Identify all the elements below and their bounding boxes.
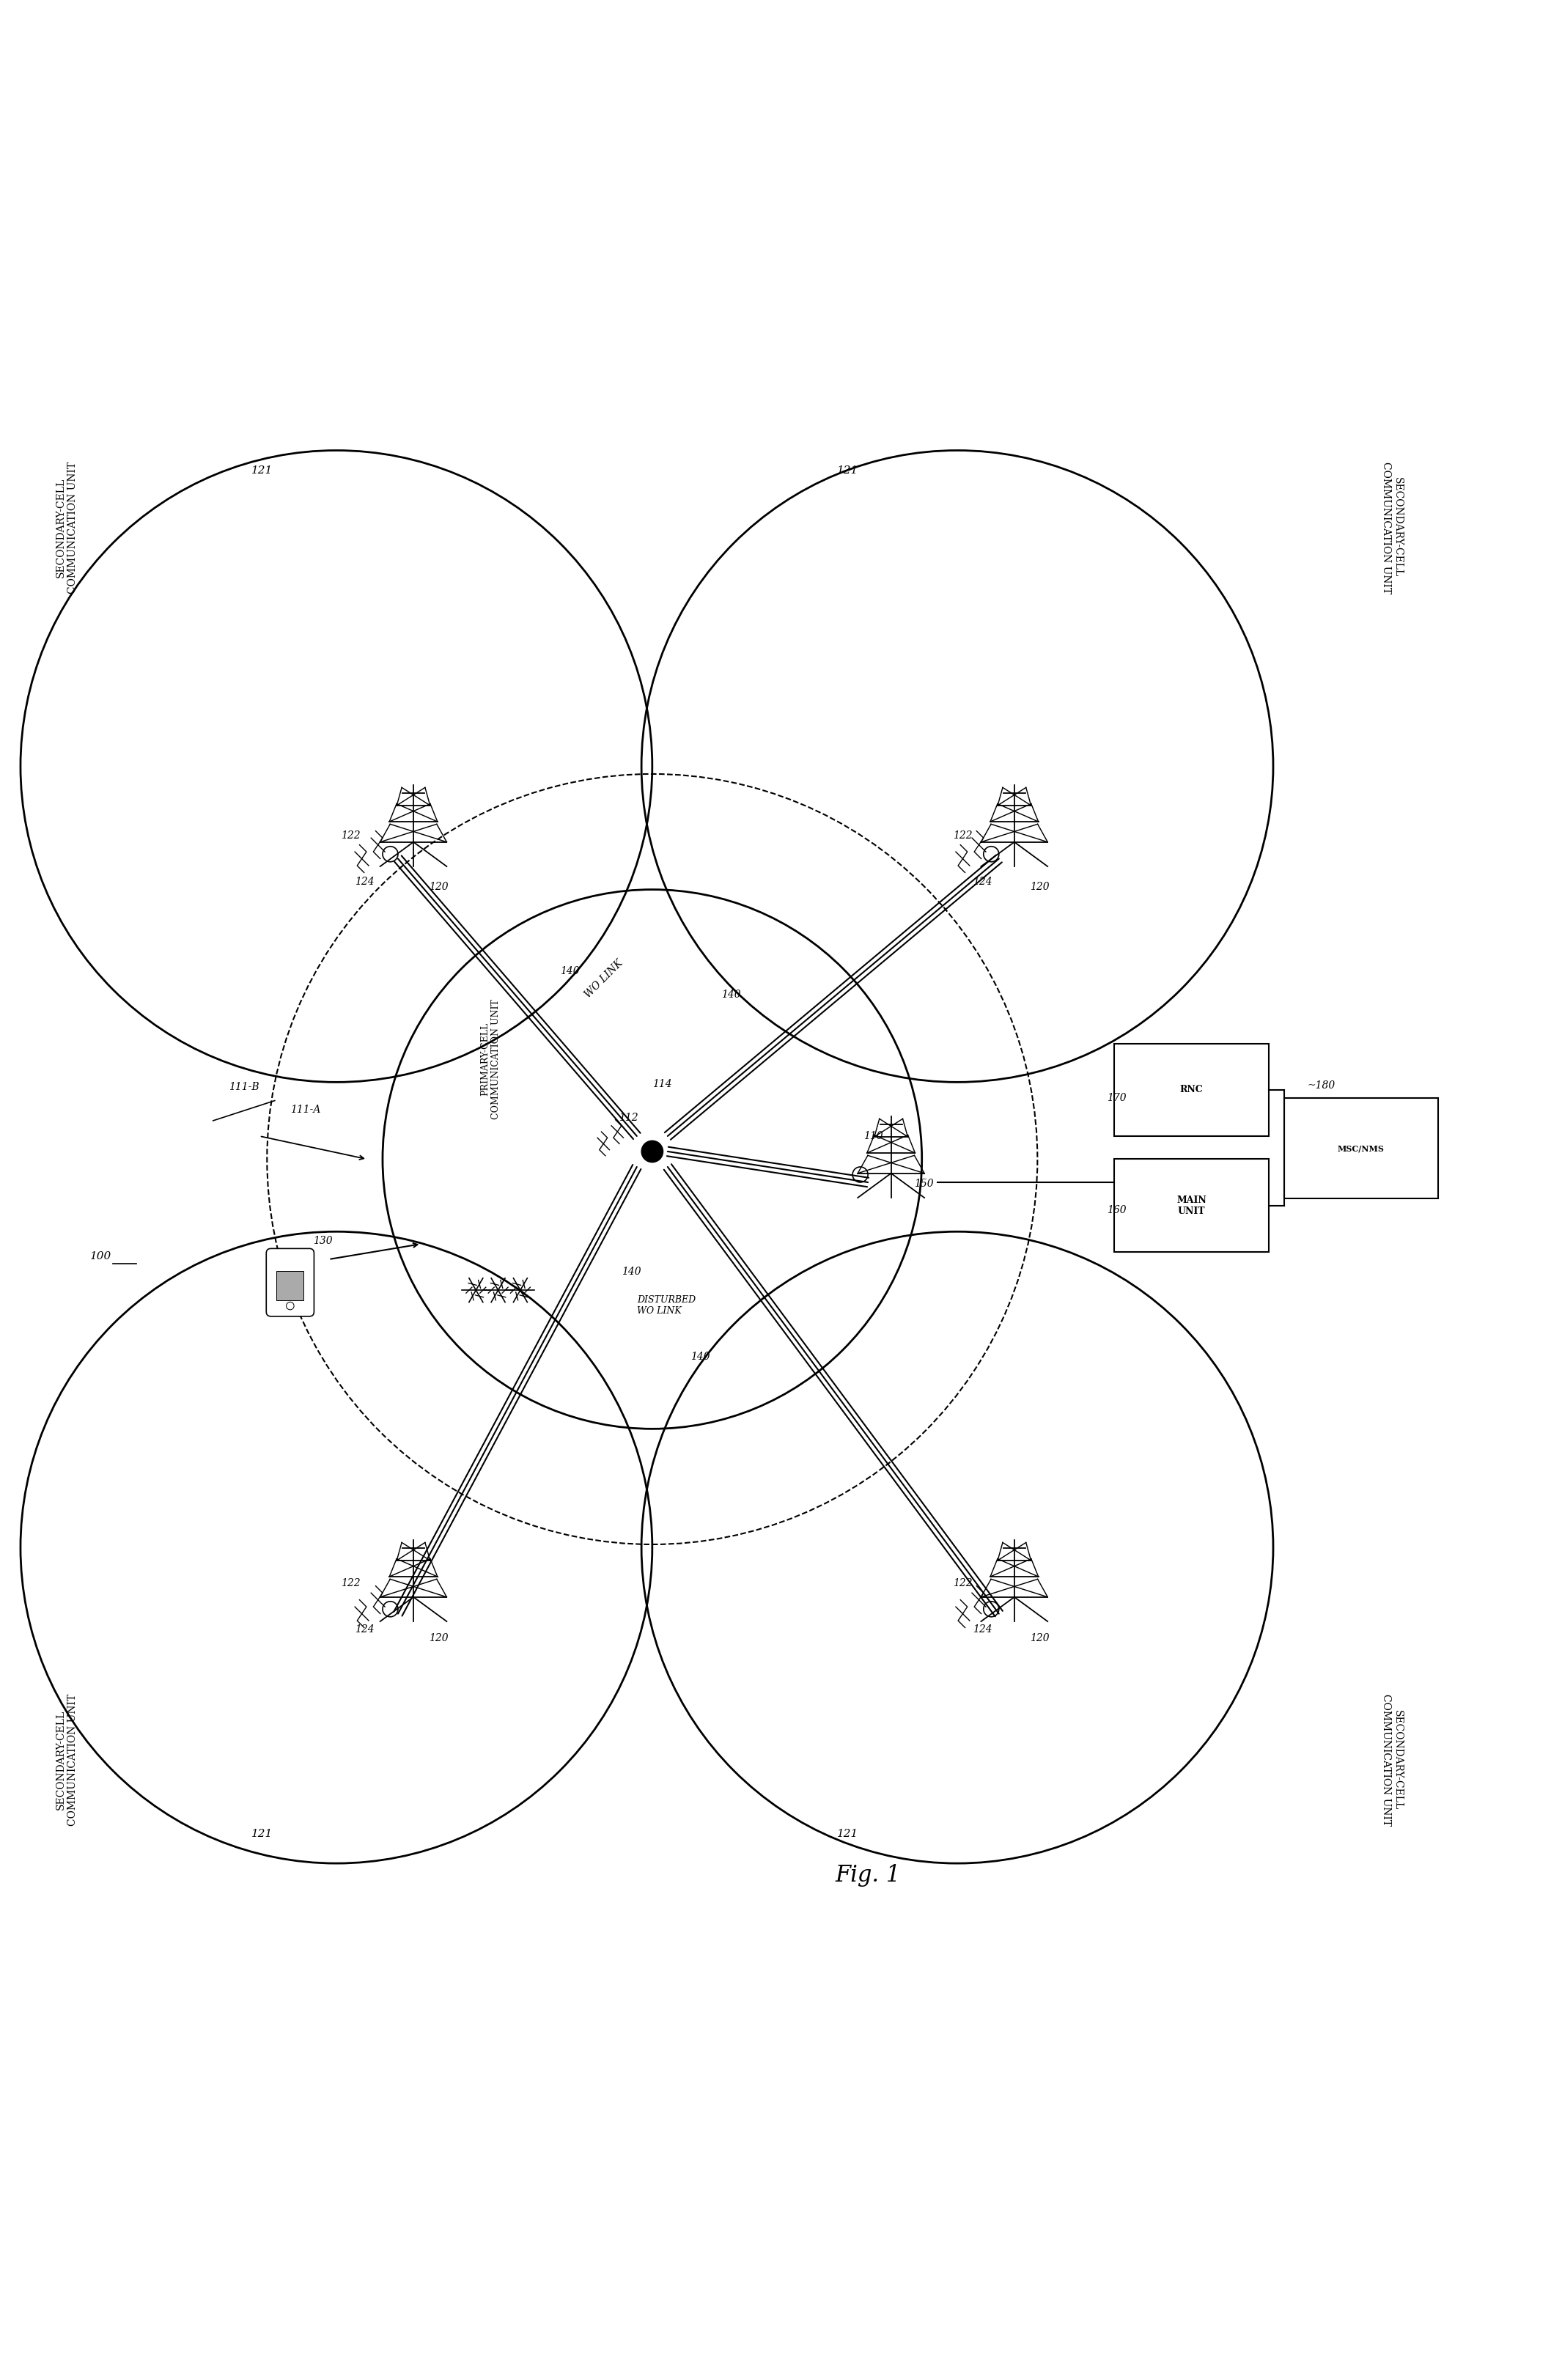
Text: 140: 140 bbox=[622, 1266, 641, 1278]
Text: 111-B: 111-B bbox=[228, 1083, 259, 1092]
Text: 160: 160 bbox=[1107, 1204, 1126, 1216]
Text: 112: 112 bbox=[619, 1111, 637, 1123]
FancyBboxPatch shape bbox=[1115, 1042, 1269, 1135]
Text: 122: 122 bbox=[952, 1578, 972, 1587]
FancyBboxPatch shape bbox=[1115, 1159, 1269, 1252]
Text: WO LINK: WO LINK bbox=[583, 957, 625, 1000]
Text: 110: 110 bbox=[864, 1130, 883, 1142]
Text: 150: 150 bbox=[914, 1178, 934, 1190]
Text: SECONDARY-CELL
COMMUNICATION UNIT: SECONDARY-CELL COMMUNICATION UNIT bbox=[1380, 1695, 1404, 1825]
Text: 120: 120 bbox=[1030, 881, 1048, 892]
Text: 121: 121 bbox=[838, 466, 859, 476]
Text: 130: 130 bbox=[313, 1235, 333, 1247]
Text: ~180: ~180 bbox=[1307, 1081, 1335, 1090]
Text: 140: 140 bbox=[690, 1352, 710, 1361]
Text: 122: 122 bbox=[341, 831, 360, 840]
Text: 121: 121 bbox=[251, 1830, 273, 1840]
Text: 140: 140 bbox=[721, 990, 741, 1000]
Text: 111-A: 111-A bbox=[290, 1104, 321, 1116]
Text: DISTURBED
WO LINK: DISTURBED WO LINK bbox=[637, 1295, 695, 1316]
FancyBboxPatch shape bbox=[1284, 1097, 1438, 1200]
Text: RNC: RNC bbox=[1180, 1085, 1204, 1095]
FancyBboxPatch shape bbox=[276, 1271, 304, 1299]
Text: 121: 121 bbox=[838, 1830, 859, 1840]
FancyBboxPatch shape bbox=[267, 1250, 313, 1316]
Circle shape bbox=[642, 1140, 662, 1161]
Text: 122: 122 bbox=[952, 831, 972, 840]
Text: 114: 114 bbox=[653, 1078, 672, 1090]
Text: 121: 121 bbox=[251, 466, 273, 476]
Text: 122: 122 bbox=[341, 1578, 360, 1587]
Text: 170: 170 bbox=[1107, 1092, 1126, 1102]
Text: 140: 140 bbox=[560, 966, 580, 976]
Text: SECONDARY-CELL
COMMUNICATION UNIT: SECONDARY-CELL COMMUNICATION UNIT bbox=[56, 1695, 78, 1825]
Text: 124: 124 bbox=[972, 1623, 993, 1635]
Text: 120: 120 bbox=[428, 1633, 448, 1645]
Text: 120: 120 bbox=[428, 881, 448, 892]
Text: SECONDARY-CELL
COMMUNICATION UNIT: SECONDARY-CELL COMMUNICATION UNIT bbox=[56, 462, 78, 593]
Text: 124: 124 bbox=[972, 876, 993, 888]
Text: 124: 124 bbox=[355, 1623, 374, 1635]
Text: 100: 100 bbox=[90, 1252, 112, 1261]
Text: SECONDARY-CELL
COMMUNICATION UNIT: SECONDARY-CELL COMMUNICATION UNIT bbox=[1380, 462, 1404, 593]
Text: MSC/NMS: MSC/NMS bbox=[1337, 1145, 1385, 1152]
Text: MAIN
UNIT: MAIN UNIT bbox=[1177, 1195, 1207, 1216]
Text: 120: 120 bbox=[1030, 1633, 1048, 1645]
Text: 124: 124 bbox=[355, 876, 374, 888]
Text: PRIMARY-CELL
COMMUNICATION UNIT: PRIMARY-CELL COMMUNICATION UNIT bbox=[481, 1000, 501, 1119]
Text: Fig. 1: Fig. 1 bbox=[836, 1864, 901, 1887]
